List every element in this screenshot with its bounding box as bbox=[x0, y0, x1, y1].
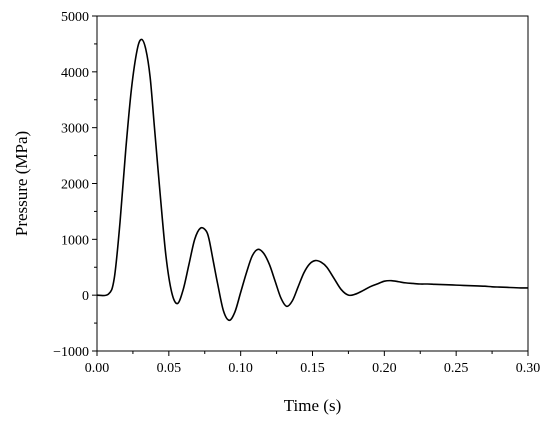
x-tick-label: 0.05 bbox=[157, 361, 182, 376]
ticks-layer: 0.00 0.05 0.10 0.15 0.20 0.25 0.30 −1000 0 1000 20… bbox=[53, 10, 540, 376]
series-line-pressure bbox=[96, 38, 529, 322]
y-tick-label: 1000 bbox=[61, 233, 89, 248]
x-tick-label: 0.15 bbox=[300, 361, 325, 376]
y-tick-label: 0 bbox=[82, 289, 89, 304]
x-tick-label: 0.20 bbox=[372, 361, 397, 376]
x-tick-label: 0.10 bbox=[228, 361, 253, 376]
y-tick-label: −1000 bbox=[53, 345, 89, 360]
y-tick-label: 5000 bbox=[61, 10, 89, 25]
y-axis-label: Pressure (MPa) bbox=[12, 131, 31, 236]
y-tick-label: 3000 bbox=[61, 122, 89, 137]
x-tick-label: 0.00 bbox=[85, 361, 110, 376]
plot-frame bbox=[96, 15, 529, 352]
x-tick-label: 0.25 bbox=[444, 361, 469, 376]
y-tick-label: 4000 bbox=[61, 66, 89, 81]
x-axis-label: Time (s) bbox=[284, 396, 341, 415]
y-tick-label: 2000 bbox=[61, 178, 89, 193]
x-tick-label: 0.30 bbox=[516, 361, 541, 376]
